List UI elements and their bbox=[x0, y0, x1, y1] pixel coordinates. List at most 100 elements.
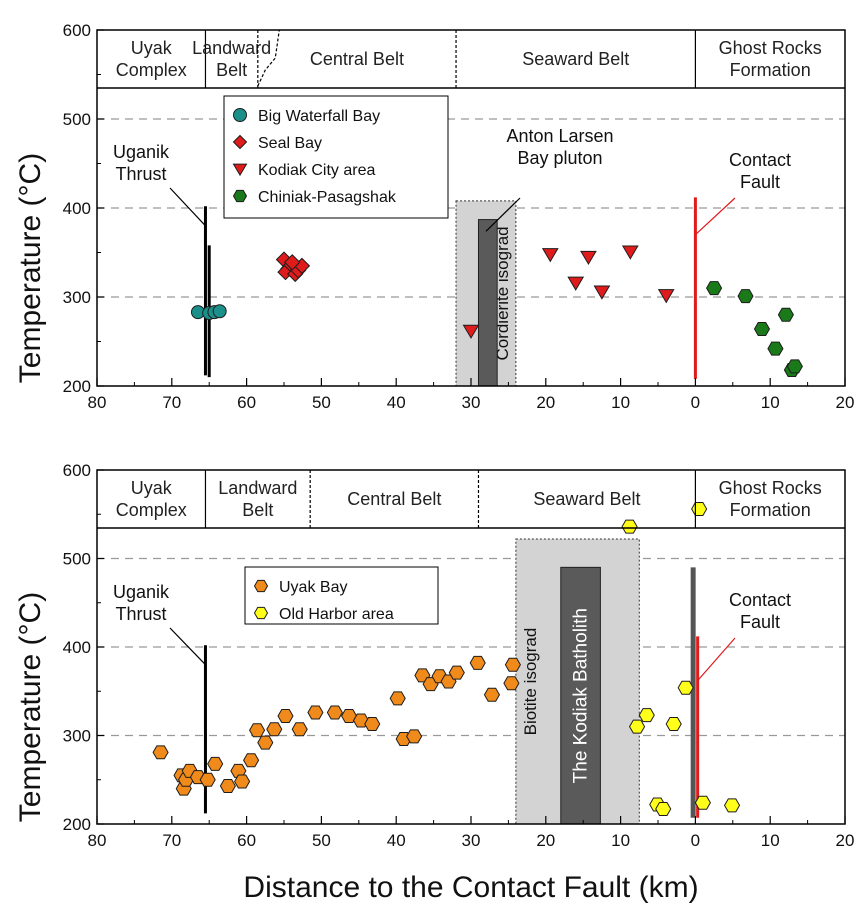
annotation-label: Contact bbox=[729, 590, 791, 610]
data-point bbox=[483, 687, 501, 702]
data-point bbox=[621, 519, 638, 534]
annotation-label: Uganik bbox=[113, 582, 170, 602]
belt-label: Uyak bbox=[131, 38, 173, 58]
x-tick-label: 0 bbox=[691, 393, 700, 412]
belt-label: Complex bbox=[116, 500, 187, 520]
data-point bbox=[503, 676, 520, 691]
data-point bbox=[389, 691, 406, 706]
legend-marker bbox=[253, 606, 269, 620]
x-tick-label: 20 bbox=[536, 393, 555, 412]
annotation-label: Uganik bbox=[113, 142, 170, 162]
x-tick-label: 30 bbox=[462, 831, 481, 850]
x-tick-label: 60 bbox=[237, 393, 256, 412]
data-point bbox=[212, 304, 227, 319]
x-tick-label: 50 bbox=[312, 831, 331, 850]
data-point bbox=[243, 753, 260, 768]
annotation-leader bbox=[485, 197, 521, 232]
data-point bbox=[207, 756, 224, 771]
x-tick-label: 70 bbox=[162, 831, 181, 850]
data-point bbox=[665, 717, 682, 731]
belt-label: Belt bbox=[216, 60, 247, 80]
y-tick-label: 600 bbox=[63, 21, 91, 40]
data-point bbox=[737, 289, 754, 304]
legend-box bbox=[244, 566, 439, 625]
x-axis-title: Distance to the Contact Fault (km) bbox=[243, 871, 698, 904]
y-axis-title: Temperature (°C) bbox=[14, 153, 47, 383]
data-point bbox=[638, 708, 655, 723]
y-tick-label: 300 bbox=[63, 727, 91, 746]
y-tick-label: 200 bbox=[63, 377, 91, 396]
belt-label: Uyak bbox=[131, 478, 173, 498]
belt-label: Landward bbox=[192, 38, 271, 58]
x-tick-label: 80 bbox=[88, 831, 107, 850]
y-tick-label: 500 bbox=[63, 550, 91, 569]
belt-label: Seaward Belt bbox=[522, 49, 629, 69]
x-tick-label: 60 bbox=[237, 831, 256, 850]
chart-panel-2: Biotite isograd The Kodiak BatholithUyakC… bbox=[14, 461, 854, 904]
annotation-label: Anton Larsen bbox=[506, 126, 613, 146]
belt-label: Landward bbox=[218, 478, 297, 498]
legend-marker bbox=[232, 134, 248, 150]
data-point bbox=[657, 289, 675, 304]
legend-entry: Old Harbor area bbox=[279, 606, 394, 623]
annotation-label: Contact bbox=[729, 150, 791, 170]
data-point bbox=[753, 322, 771, 337]
data-point bbox=[257, 735, 274, 750]
data-point bbox=[723, 798, 741, 813]
x-tick-label: 0 bbox=[691, 831, 700, 850]
belt-label: Belt bbox=[242, 500, 273, 520]
annotation-leader bbox=[694, 197, 736, 236]
belt-label: Ghost Rocks bbox=[719, 38, 822, 58]
y-axis-title: Temperature (°C) bbox=[14, 592, 47, 822]
annotation-label: Thrust bbox=[115, 164, 166, 184]
data-point bbox=[691, 501, 708, 516]
data-point bbox=[406, 729, 423, 744]
data-point bbox=[448, 665, 465, 680]
data-point bbox=[469, 655, 486, 670]
annotation-label: Fault bbox=[740, 172, 780, 192]
belt-label: Seaward Belt bbox=[533, 489, 640, 509]
data-point bbox=[694, 795, 711, 810]
x-tick-label: 20 bbox=[536, 831, 555, 850]
legend-marker bbox=[233, 108, 247, 122]
data-point bbox=[504, 657, 521, 672]
annotation-leader bbox=[169, 627, 206, 666]
annotation-label: Fault bbox=[740, 612, 780, 632]
data-point bbox=[326, 705, 343, 720]
isograd-label: Biotite isograd bbox=[521, 628, 540, 736]
y-tick-label: 400 bbox=[63, 638, 91, 657]
belt-label: Central Belt bbox=[310, 49, 404, 69]
annotation-label: Thrust bbox=[115, 604, 166, 624]
data-point bbox=[767, 341, 784, 356]
x-tick-label: 70 bbox=[162, 393, 181, 412]
data-point bbox=[307, 705, 324, 720]
legend-box bbox=[223, 95, 449, 219]
x-tick-label: 10 bbox=[611, 393, 630, 412]
legend-entry: Big Waterfall Bay bbox=[258, 108, 380, 125]
data-point bbox=[248, 723, 266, 738]
data-point bbox=[777, 307, 794, 322]
belt-label: Central Belt bbox=[347, 489, 441, 509]
y-tick-label: 300 bbox=[63, 288, 91, 307]
x-tick-label: 80 bbox=[88, 393, 107, 412]
x-tick-label: 20 bbox=[836, 393, 855, 412]
belt-label: Formation bbox=[730, 500, 811, 520]
x-tick-label: 10 bbox=[761, 831, 780, 850]
data-point bbox=[567, 276, 585, 291]
x-tick-label: 50 bbox=[312, 393, 331, 412]
annotation-leader bbox=[169, 187, 206, 227]
legend-marker bbox=[232, 163, 248, 177]
data-point bbox=[266, 722, 283, 737]
legend-entry: Seal Bay bbox=[258, 135, 322, 152]
data-point bbox=[341, 709, 358, 724]
data-point bbox=[462, 324, 480, 339]
data-point bbox=[628, 719, 646, 734]
y-tick-label: 600 bbox=[63, 461, 91, 480]
data-point bbox=[234, 774, 251, 789]
x-tick-label: 10 bbox=[611, 831, 630, 850]
data-point bbox=[152, 745, 169, 760]
data-point bbox=[706, 281, 723, 296]
y-tick-label: 400 bbox=[63, 199, 91, 218]
legend-entry: Uyak Bay bbox=[279, 579, 347, 596]
